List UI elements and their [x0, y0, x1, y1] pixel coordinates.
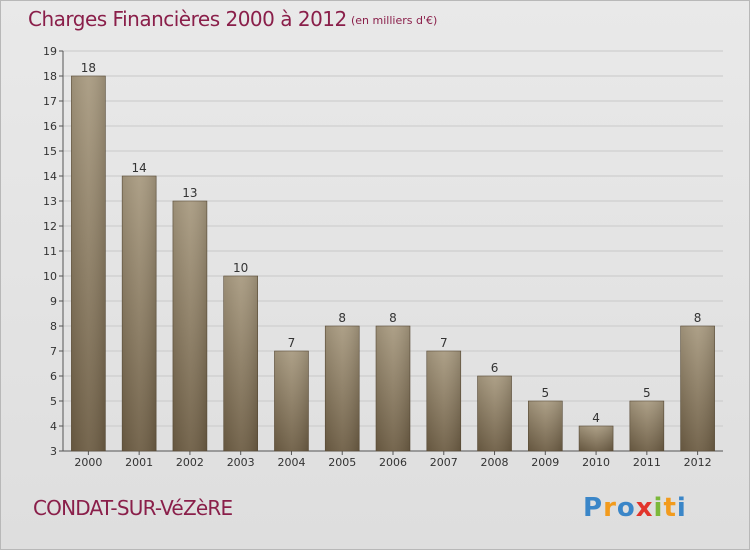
bar-shade-2007 — [426, 351, 461, 451]
bar-value-label: 18 — [81, 61, 96, 75]
bar-shade-2005 — [325, 326, 360, 451]
y-tick-label: 10 — [43, 270, 57, 283]
x-tick-label: 2003 — [227, 456, 255, 469]
x-tick-label: 2006 — [379, 456, 407, 469]
commune-name: CONDAT-SUR-VéZèRE — [33, 496, 233, 520]
bar-shade-2008 — [477, 376, 512, 451]
bar-value-label: 7 — [440, 336, 448, 350]
proxiti-logo: Proxiti — [583, 493, 687, 523]
bar-value-label: 5 — [643, 386, 651, 400]
y-tick-label: 14 — [43, 170, 57, 183]
y-tick-label: 17 — [43, 95, 57, 108]
bar-shade-2000 — [71, 76, 106, 451]
y-tick-label: 9 — [50, 295, 57, 308]
x-tick-label: 2002 — [176, 456, 204, 469]
y-tick-label: 12 — [43, 220, 57, 233]
svg-text:Proxiti: Proxiti — [583, 493, 687, 523]
y-tick-label: 6 — [50, 370, 57, 383]
bar-value-label: 8 — [389, 311, 397, 325]
bar-shade-2004 — [274, 351, 309, 451]
x-tick-label: 2004 — [277, 456, 305, 469]
x-tick-label: 2009 — [531, 456, 559, 469]
x-tick-label: 2000 — [74, 456, 102, 469]
bar-value-label: 8 — [694, 311, 702, 325]
x-tick-label: 2011 — [633, 456, 661, 469]
y-tick-label: 19 — [43, 45, 57, 58]
bar-value-label: 13 — [182, 186, 197, 200]
bar-shade-2010 — [579, 426, 614, 451]
bar-value-label: 10 — [233, 261, 248, 275]
y-tick-label: 4 — [50, 420, 57, 433]
x-tick-label: 2012 — [684, 456, 712, 469]
y-tick-label: 18 — [43, 70, 57, 83]
chart-title: Charges Financières 2000 à 2012 — [28, 7, 347, 31]
bar-value-label: 4 — [592, 411, 600, 425]
y-tick-label: 11 — [43, 245, 57, 258]
bar-value-label: 7 — [288, 336, 296, 350]
x-tick-label: 2007 — [430, 456, 458, 469]
x-tick-label: 2008 — [481, 456, 509, 469]
bar-shade-2009 — [528, 401, 563, 451]
bar-shade-2002 — [172, 201, 207, 451]
x-tick-label: 2010 — [582, 456, 610, 469]
y-tick-label: 3 — [50, 445, 57, 458]
y-tick-label: 5 — [50, 395, 57, 408]
bar-value-label: 6 — [491, 361, 499, 375]
x-tick-label: 2005 — [328, 456, 356, 469]
chart-subtitle: (en milliers d'€) — [351, 14, 438, 27]
bar-shade-2011 — [629, 401, 664, 451]
bar-value-label: 8 — [338, 311, 346, 325]
y-tick-label: 8 — [50, 320, 57, 333]
bar-shade-2012 — [680, 326, 715, 451]
bar-shade-2003 — [223, 276, 258, 451]
bar-value-label: 14 — [132, 161, 147, 175]
y-tick-label: 16 — [43, 120, 57, 133]
bar-shade-2001 — [122, 176, 157, 451]
x-tick-label: 2001 — [125, 456, 153, 469]
bar-shade-2006 — [376, 326, 410, 451]
y-tick-label: 15 — [43, 145, 57, 158]
y-tick-label: 7 — [50, 345, 57, 358]
y-tick-label: 13 — [43, 195, 57, 208]
bar-value-label: 5 — [541, 386, 549, 400]
